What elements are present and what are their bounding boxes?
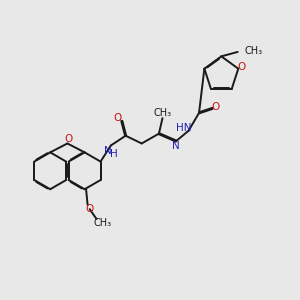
Text: CH₃: CH₃ bbox=[153, 108, 172, 118]
Text: N: N bbox=[104, 146, 112, 157]
Text: H: H bbox=[110, 149, 118, 160]
Text: O: O bbox=[85, 204, 94, 214]
Text: O: O bbox=[238, 62, 246, 72]
Text: O: O bbox=[64, 134, 72, 144]
Text: O: O bbox=[212, 103, 220, 112]
Text: O: O bbox=[113, 113, 122, 123]
Text: N: N bbox=[172, 141, 180, 152]
Text: CH₃: CH₃ bbox=[244, 46, 262, 56]
Text: HN: HN bbox=[176, 123, 191, 133]
Text: CH₃: CH₃ bbox=[93, 218, 112, 228]
